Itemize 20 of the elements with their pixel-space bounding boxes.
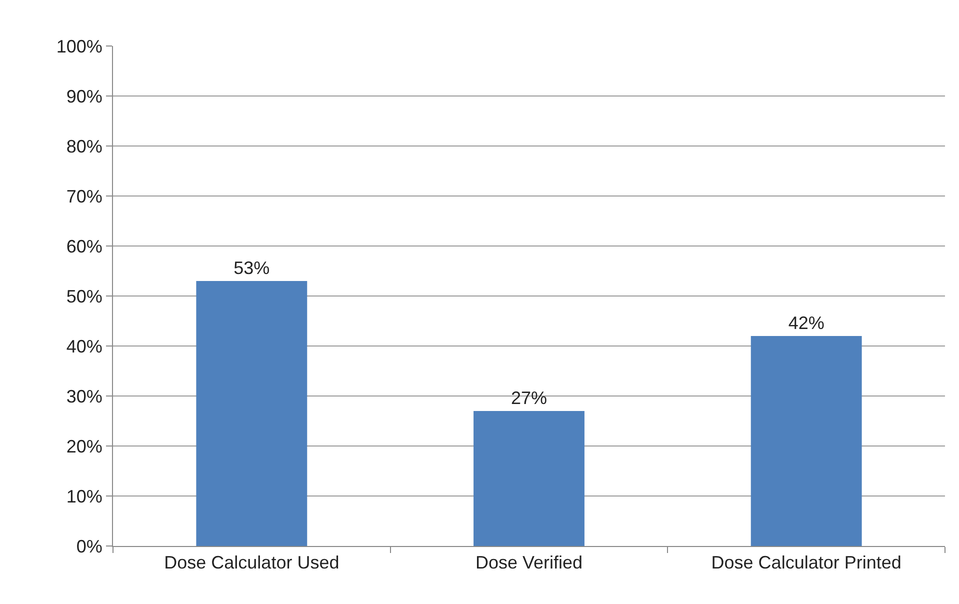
bar <box>750 336 862 546</box>
y-tick-label: 70% <box>66 186 102 206</box>
y-tick-label: 20% <box>66 436 102 456</box>
data-label: 42% <box>788 313 824 333</box>
y-tick-label: 60% <box>66 236 102 256</box>
data-label: 27% <box>510 388 548 408</box>
data-label: 53% <box>234 258 270 278</box>
y-tick-label: 30% <box>66 386 102 406</box>
y-tick-label: 10% <box>66 486 102 506</box>
y-tick-label: 50% <box>66 286 102 306</box>
y-tick-label: 80% <box>66 136 102 156</box>
bar <box>474 411 584 546</box>
y-tick-label: 90% <box>66 86 102 106</box>
y-tick-label: 100% <box>56 36 102 56</box>
y-tick-label: 40% <box>66 336 102 356</box>
x-tick-label: Dose Calculator Used <box>164 552 340 573</box>
bar <box>196 281 308 546</box>
y-tick-label: 0% <box>76 536 102 556</box>
x-tick-label: Dose Calculator Printed <box>711 552 902 573</box>
x-tick-label: Dose Verified <box>475 552 583 573</box>
